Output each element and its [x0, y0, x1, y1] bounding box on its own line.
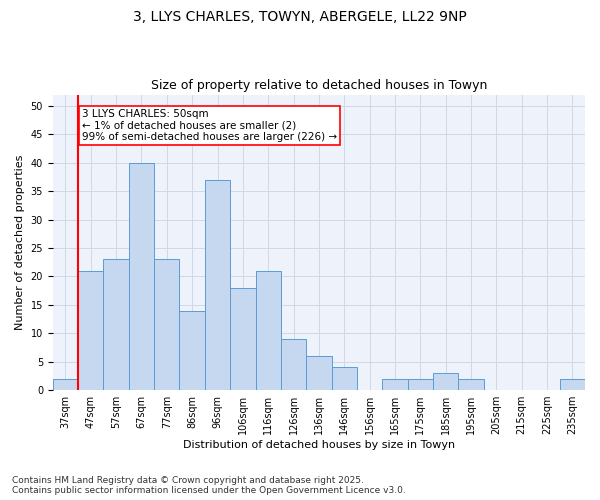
Bar — [407, 378, 433, 390]
Bar — [230, 288, 256, 390]
Bar — [306, 356, 332, 390]
Text: 3 LLYS CHARLES: 50sqm
← 1% of detached houses are smaller (2)
99% of semi-detach: 3 LLYS CHARLES: 50sqm ← 1% of detached h… — [82, 109, 337, 142]
Bar — [332, 368, 357, 390]
Text: Contains HM Land Registry data © Crown copyright and database right 2025.
Contai: Contains HM Land Registry data © Crown c… — [12, 476, 406, 495]
Bar — [256, 270, 281, 390]
Bar — [560, 378, 585, 390]
Text: 3, LLYS CHARLES, TOWYN, ABERGELE, LL22 9NP: 3, LLYS CHARLES, TOWYN, ABERGELE, LL22 9… — [133, 10, 467, 24]
Bar — [103, 260, 129, 390]
Bar — [433, 373, 458, 390]
Title: Size of property relative to detached houses in Towyn: Size of property relative to detached ho… — [151, 79, 487, 92]
Y-axis label: Number of detached properties: Number of detached properties — [15, 154, 25, 330]
Bar — [382, 378, 407, 390]
Bar — [179, 310, 205, 390]
Bar — [458, 378, 484, 390]
Bar — [129, 163, 154, 390]
Bar — [154, 260, 179, 390]
Bar — [281, 339, 306, 390]
Bar — [78, 270, 103, 390]
Bar — [53, 378, 78, 390]
X-axis label: Distribution of detached houses by size in Towyn: Distribution of detached houses by size … — [183, 440, 455, 450]
Bar — [205, 180, 230, 390]
